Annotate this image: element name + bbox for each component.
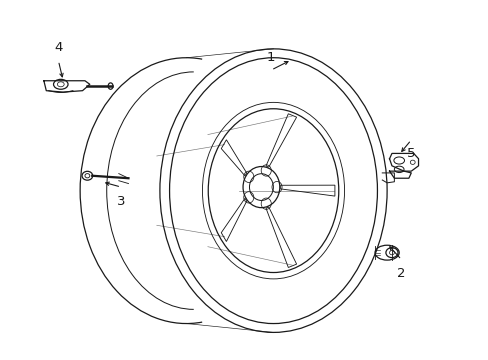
Text: 5: 5 <box>406 147 415 160</box>
Text: 3: 3 <box>117 195 125 208</box>
Text: 1: 1 <box>266 51 275 64</box>
Text: 4: 4 <box>54 41 62 54</box>
Text: 2: 2 <box>397 267 405 280</box>
